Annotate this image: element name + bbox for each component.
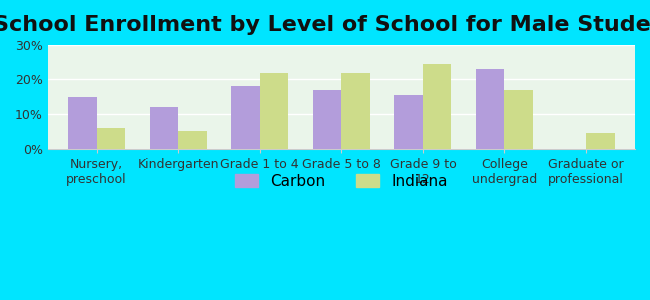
Bar <box>231 86 260 148</box>
Bar <box>341 73 370 148</box>
Bar <box>313 90 341 148</box>
Bar <box>97 128 125 148</box>
Bar <box>68 97 97 148</box>
Bar <box>260 73 289 148</box>
Bar <box>423 64 452 148</box>
Bar <box>395 95 423 148</box>
Bar <box>150 107 178 148</box>
Bar <box>178 131 207 148</box>
Bar <box>476 69 504 148</box>
Legend: Carbon, Indiana: Carbon, Indiana <box>229 167 454 195</box>
Title: School Enrollment by Level of School for Male Students: School Enrollment by Level of School for… <box>0 15 650 35</box>
Bar <box>586 133 615 148</box>
Bar <box>504 90 533 148</box>
